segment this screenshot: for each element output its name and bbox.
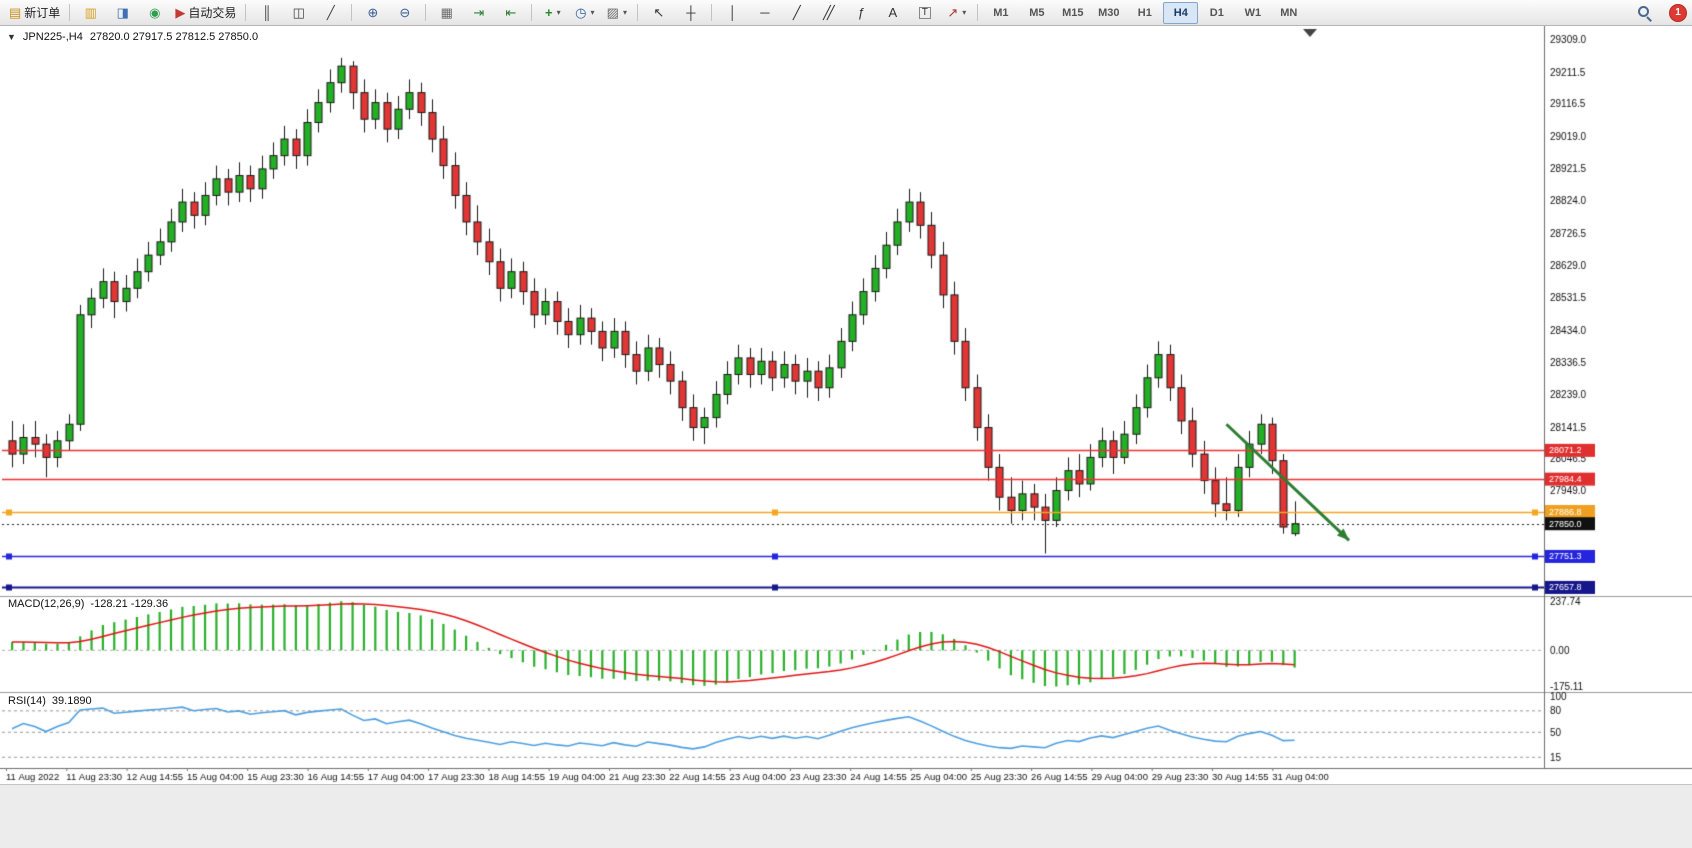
dropdown-arrow-icon: ▾ [622, 8, 627, 17]
dropdown-arrow-icon: ▾ [590, 8, 595, 17]
text-label-icon: T [918, 6, 931, 19]
timeframe-d1-button[interactable]: D1 [1209, 6, 1224, 19]
line-chart-button[interactable]: ╱ [315, 1, 346, 25]
toolbar-separator [351, 4, 353, 21]
toolbar-separator [977, 4, 979, 21]
timeframe-h1-button[interactable]: H1 [1137, 6, 1152, 19]
candles-chart-button[interactable]: ◫ [283, 1, 314, 25]
search-icon [1637, 5, 1652, 20]
timeframe-w1-button[interactable]: W1 [1244, 6, 1262, 19]
dropdown-arrow-icon: ▾ [556, 8, 561, 17]
horizontal-line-icon: ─ [760, 5, 770, 20]
fibonacci-tool-button[interactable]: ƒ [845, 1, 876, 25]
templates-icon: ▨ [606, 5, 619, 20]
timeframe-h4-button[interactable]: H4 [1163, 1, 1199, 24]
toolbar-separator [531, 4, 533, 21]
bars-chart-icon: ║ [262, 5, 272, 20]
trendline-icon: ╱ [792, 5, 801, 20]
rsi-value-text: 39.1890 [51, 695, 92, 707]
bars-chart-button[interactable]: ║ [251, 1, 282, 25]
chart-symbol-line: ▼ JPN225-,H4 27820.0 27917.5 27812.5 278… [7, 31, 258, 43]
zoom-out-button[interactable]: ⊖ [389, 1, 420, 25]
macd-values-text: -128.21 -129.36 [90, 598, 169, 610]
autotrade-icon: ▶ [175, 5, 186, 20]
timeframe-m15-button[interactable]: M15 [1062, 6, 1084, 19]
new-order-label: 新订单 [24, 6, 61, 20]
zoom-out-icon: ⊖ [399, 5, 411, 20]
autotrade-label: 自动交易 [188, 6, 237, 20]
trendline-tool-button[interactable]: ╱ [781, 1, 812, 25]
market-watch-button[interactable]: ◨ [107, 1, 138, 25]
chart-shift-icon: ⇤ [505, 5, 517, 20]
timeframe-m1-button[interactable]: M1 [993, 6, 1009, 19]
navigator-button[interactable]: ◉ [139, 1, 170, 25]
zoom-in-icon: ⊕ [367, 5, 379, 20]
periods-button[interactable]: ◷ ▾ [569, 1, 600, 25]
text-label-tool-button[interactable]: T [909, 1, 940, 25]
chart-canvas[interactable] [0, 26, 1692, 784]
chart-shift-button[interactable]: ⇤ [495, 1, 526, 25]
timeframe-m30-button[interactable]: M30 [1098, 6, 1120, 19]
channel-tool-button[interactable]: ╱╱ [813, 1, 844, 25]
toolbar-separator [245, 4, 247, 21]
panel-divider-macd[interactable] [0, 594, 1692, 599]
macd-indicator-label: MACD(12,26,9) -128.21 -129.36 [8, 598, 168, 610]
notification-badge[interactable]: 1 [1669, 3, 1687, 22]
toolbar: ▤ 新订单 ▥ ◨ ◉ ▶ 自动交易 ║ ◫ ╱ ⊕ ⊖ ▦ ⇥ ⇤ + ▾ ◷ ▾… [0, 0, 1692, 26]
channel-icon: ╱╱ [823, 5, 835, 20]
toolbar-separator [711, 4, 713, 21]
vertical-line-icon: │ [728, 5, 737, 20]
vertical-line-tool-button[interactable]: │ [717, 1, 748, 25]
tile-windows-button[interactable]: ▦ [431, 1, 462, 25]
candles-chart-icon: ◫ [292, 5, 305, 20]
chart-profile-icon: ▥ [84, 5, 97, 20]
horizontal-line-tool-button[interactable]: ─ [749, 1, 780, 25]
auto-scroll-icon: ⇥ [473, 5, 485, 20]
text-tool-button[interactable]: A [877, 1, 908, 25]
toolbar-separator [69, 4, 71, 21]
cursor-tool-button[interactable]: ↖ [643, 1, 674, 25]
text-icon: A [888, 5, 898, 20]
toolbar-separator [637, 4, 639, 21]
new-order-icon: ▤ [9, 5, 22, 20]
fibonacci-icon: ƒ [857, 5, 865, 20]
arrows-tool-button[interactable]: ↗ ▾ [941, 1, 972, 25]
search-button[interactable] [1629, 1, 1660, 25]
market-watch-icon: ◨ [116, 5, 129, 20]
chart-profile-button[interactable]: ▥ [75, 1, 106, 25]
arrows-icon: ↗ [947, 5, 959, 20]
auto-scroll-button[interactable]: ⇥ [463, 1, 494, 25]
templates-button[interactable]: ▨ ▾ [601, 1, 632, 25]
panel-divider-rsi[interactable] [0, 690, 1692, 695]
add-indicator-button[interactable]: + ▾ [537, 1, 568, 25]
navigator-icon: ◉ [149, 5, 161, 20]
add-indicator-icon: + [545, 5, 553, 20]
rsi-indicator-label: RSI(14) 39.1890 [8, 695, 92, 707]
new-order-button[interactable]: ▤ 新订单 [5, 1, 64, 25]
tile-windows-icon: ▦ [440, 5, 453, 20]
timeframe-m5-button[interactable]: M5 [1029, 6, 1045, 19]
chart-ohlc: 27820.0 27917.5 27812.5 27850.0 [89, 31, 259, 43]
dropdown-arrow-icon: ▾ [962, 8, 967, 17]
line-chart-icon: ╱ [326, 5, 335, 20]
one-click-trading-toggle[interactable]: ▼ [7, 32, 16, 42]
timeframe-mn-button[interactable]: MN [1280, 6, 1298, 19]
chart-title: JPN225-,H4 [22, 31, 83, 43]
macd-name-text: MACD(12,26,9) [8, 598, 85, 610]
chart-window: ▼ JPN225-,H4 27820.0 27917.5 27812.5 278… [0, 26, 1692, 784]
crosshair-tool-button[interactable]: ┼ [675, 1, 706, 25]
toolbar-separator [425, 4, 427, 21]
rsi-name-text: RSI(14) [8, 695, 46, 707]
status-strip [0, 784, 1692, 848]
periods-icon: ◷ [575, 5, 587, 20]
cursor-icon: ↖ [653, 5, 665, 20]
autotrade-button[interactable]: ▶ 自动交易 [171, 1, 240, 25]
zoom-in-button[interactable]: ⊕ [357, 1, 388, 25]
crosshair-icon: ┼ [686, 5, 696, 20]
